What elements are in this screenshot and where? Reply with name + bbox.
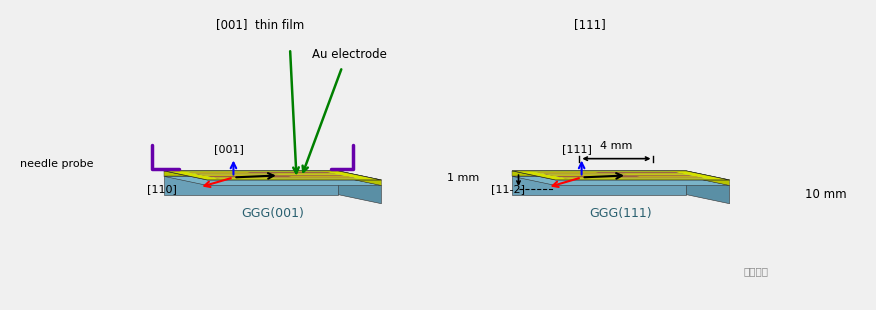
Polygon shape bbox=[512, 176, 730, 185]
Polygon shape bbox=[686, 176, 730, 204]
Polygon shape bbox=[195, 174, 337, 175]
Polygon shape bbox=[668, 171, 730, 180]
Polygon shape bbox=[624, 174, 686, 175]
Polygon shape bbox=[164, 171, 338, 176]
Polygon shape bbox=[164, 171, 343, 172]
Polygon shape bbox=[540, 173, 682, 174]
Polygon shape bbox=[512, 171, 686, 176]
Polygon shape bbox=[276, 174, 337, 175]
Text: GGG(111): GGG(111) bbox=[590, 207, 652, 220]
Polygon shape bbox=[537, 172, 680, 173]
Polygon shape bbox=[201, 175, 263, 176]
Polygon shape bbox=[686, 171, 730, 185]
Polygon shape bbox=[512, 171, 573, 180]
Text: [001]: [001] bbox=[214, 144, 244, 155]
Polygon shape bbox=[188, 172, 331, 173]
Text: [111]: [111] bbox=[562, 144, 592, 155]
Polygon shape bbox=[208, 176, 350, 177]
Text: [110]: [110] bbox=[147, 184, 177, 195]
Polygon shape bbox=[338, 171, 381, 185]
Polygon shape bbox=[543, 174, 686, 175]
Text: 1 mm: 1 mm bbox=[447, 173, 479, 183]
Polygon shape bbox=[192, 173, 335, 174]
Text: needle probe: needle probe bbox=[20, 159, 94, 169]
Polygon shape bbox=[164, 171, 381, 180]
Text: 鋰電前沿: 鋰電前沿 bbox=[743, 266, 768, 276]
Polygon shape bbox=[512, 171, 690, 172]
Polygon shape bbox=[512, 176, 686, 195]
Polygon shape bbox=[164, 176, 338, 195]
Text: Au electrode: Au electrode bbox=[312, 48, 386, 61]
Polygon shape bbox=[549, 175, 692, 176]
Polygon shape bbox=[164, 176, 381, 185]
Polygon shape bbox=[201, 175, 344, 176]
Polygon shape bbox=[321, 171, 381, 180]
Polygon shape bbox=[637, 176, 698, 177]
Polygon shape bbox=[559, 177, 702, 178]
Polygon shape bbox=[217, 178, 360, 179]
Text: [111]: [111] bbox=[575, 18, 606, 31]
Text: 10 mm: 10 mm bbox=[806, 188, 847, 201]
Text: 4 mm: 4 mm bbox=[600, 141, 632, 151]
Polygon shape bbox=[549, 175, 611, 176]
Polygon shape bbox=[203, 179, 381, 180]
Polygon shape bbox=[551, 179, 730, 180]
Text: GGG(001): GGG(001) bbox=[241, 207, 304, 220]
Polygon shape bbox=[188, 172, 251, 173]
Text: [001]  thin film: [001] thin film bbox=[216, 18, 304, 31]
Polygon shape bbox=[211, 177, 353, 178]
Polygon shape bbox=[537, 172, 598, 173]
Polygon shape bbox=[565, 178, 708, 179]
Text: [11-2]: [11-2] bbox=[491, 184, 525, 195]
Polygon shape bbox=[338, 176, 381, 204]
Polygon shape bbox=[556, 176, 698, 177]
Polygon shape bbox=[164, 171, 225, 180]
Polygon shape bbox=[288, 176, 350, 177]
Polygon shape bbox=[512, 171, 730, 180]
